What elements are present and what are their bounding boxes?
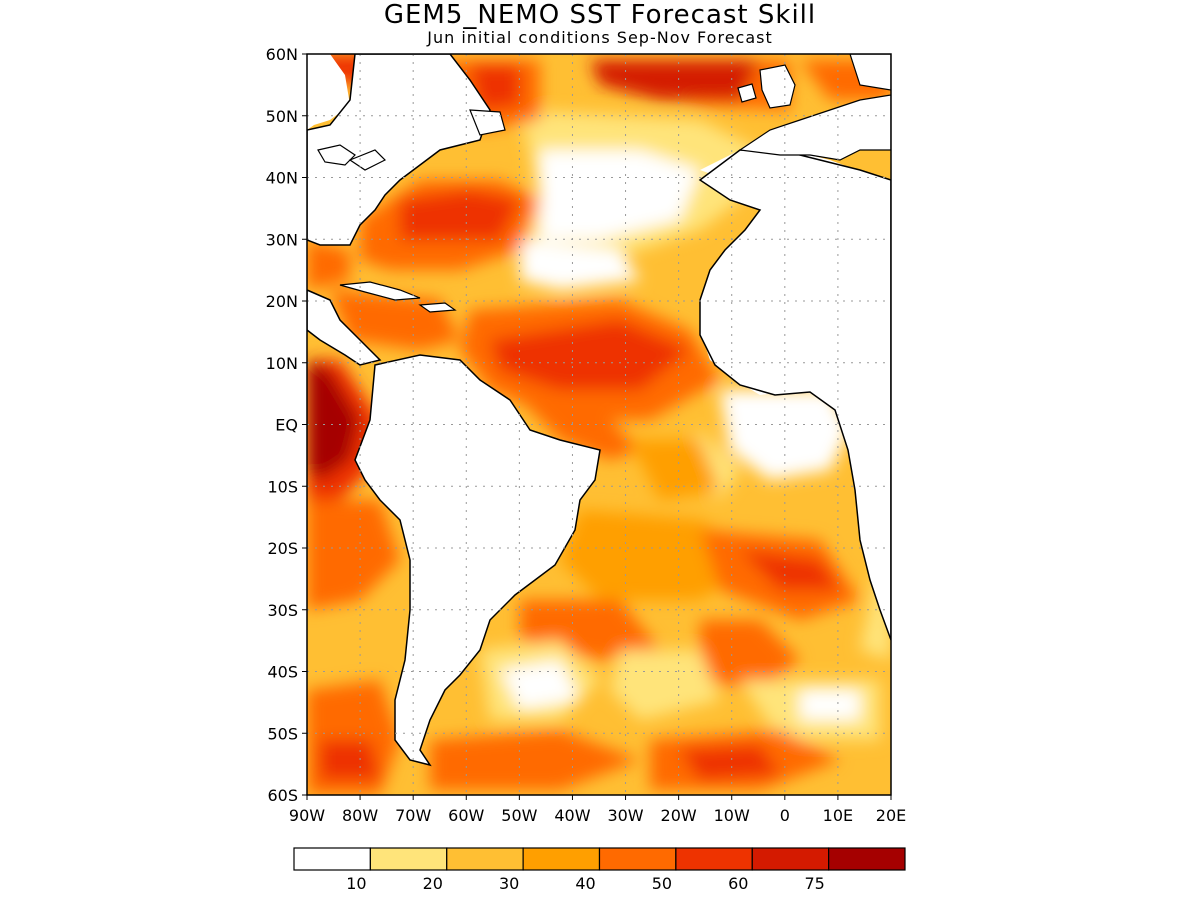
lat-tick-label: 40S <box>267 663 298 682</box>
colorbar-swatch <box>446 847 524 871</box>
lat-tick-label: 30S <box>267 601 298 620</box>
lon-tick-label: 30W <box>607 806 643 825</box>
lon-tick-label: 10W <box>714 806 750 825</box>
lon-tick-label: 20W <box>661 806 697 825</box>
lat-tick-label: 60S <box>267 786 298 805</box>
skill-regions <box>307 54 891 795</box>
lat-tick-label: 50S <box>267 724 298 743</box>
lon-tick-label: 40W <box>554 806 590 825</box>
colorbar-swatch <box>675 847 753 871</box>
colorbar: 10 20 30 40 50 60 75 <box>293 847 906 893</box>
colorbar-label: 30 <box>499 874 519 893</box>
colorbar-label: 75 <box>804 874 824 893</box>
colorbar-label: 40 <box>575 874 595 893</box>
lon-tick-label: 90W <box>289 806 325 825</box>
map-subtitle: Jun initial conditions Sep-Nov Forecast <box>427 28 773 47</box>
colorbar-swatch <box>751 847 830 871</box>
lon-tick-label: 10E <box>823 806 853 825</box>
colorbar-label: 10 <box>346 874 366 893</box>
colorbar-swatch <box>828 847 906 871</box>
lon-tick-label: 60W <box>448 806 484 825</box>
lat-tick-label: 10S <box>267 477 298 496</box>
lon-tick-label: 70W <box>395 806 431 825</box>
latitude-axis: 60N 50N 40N 30N 20N 10N EQ 10S 20S 30S 40S 50S 60S <box>266 45 307 805</box>
lon-tick-label: 80W <box>342 806 378 825</box>
longitude-axis: 90W 80W 70W 60W 50W 40W 30W 20W 10W 0 10E 20E <box>289 795 906 825</box>
lat-tick-label: 20S <box>267 539 298 558</box>
map-grid <box>307 54 891 795</box>
lat-tick-label: 20N <box>266 292 298 311</box>
colorbar-label: 20 <box>423 874 443 893</box>
lat-tick-label: 50N <box>266 107 298 126</box>
land-masses <box>307 54 891 795</box>
lon-tick-label: 50W <box>501 806 537 825</box>
lon-tick-label: 0 <box>780 806 790 825</box>
colorbar-swatch <box>369 847 448 871</box>
lat-tick-label: 60N <box>266 45 298 64</box>
colorbar-label: 50 <box>652 874 672 893</box>
colorbar-swatch <box>598 847 677 871</box>
lat-tick-label: 10N <box>266 354 298 373</box>
lat-tick-label: 30N <box>266 230 298 249</box>
lon-tick-label: 20E <box>876 806 906 825</box>
colorbar-swatch <box>522 847 601 871</box>
colorbar-label: 60 <box>728 874 748 893</box>
map-title: GEM5_NEMO SST Forecast Skill <box>383 0 817 30</box>
lat-tick-label: EQ <box>275 416 298 435</box>
lat-tick-label: 40N <box>266 169 298 188</box>
colorbar-swatch <box>293 847 371 871</box>
